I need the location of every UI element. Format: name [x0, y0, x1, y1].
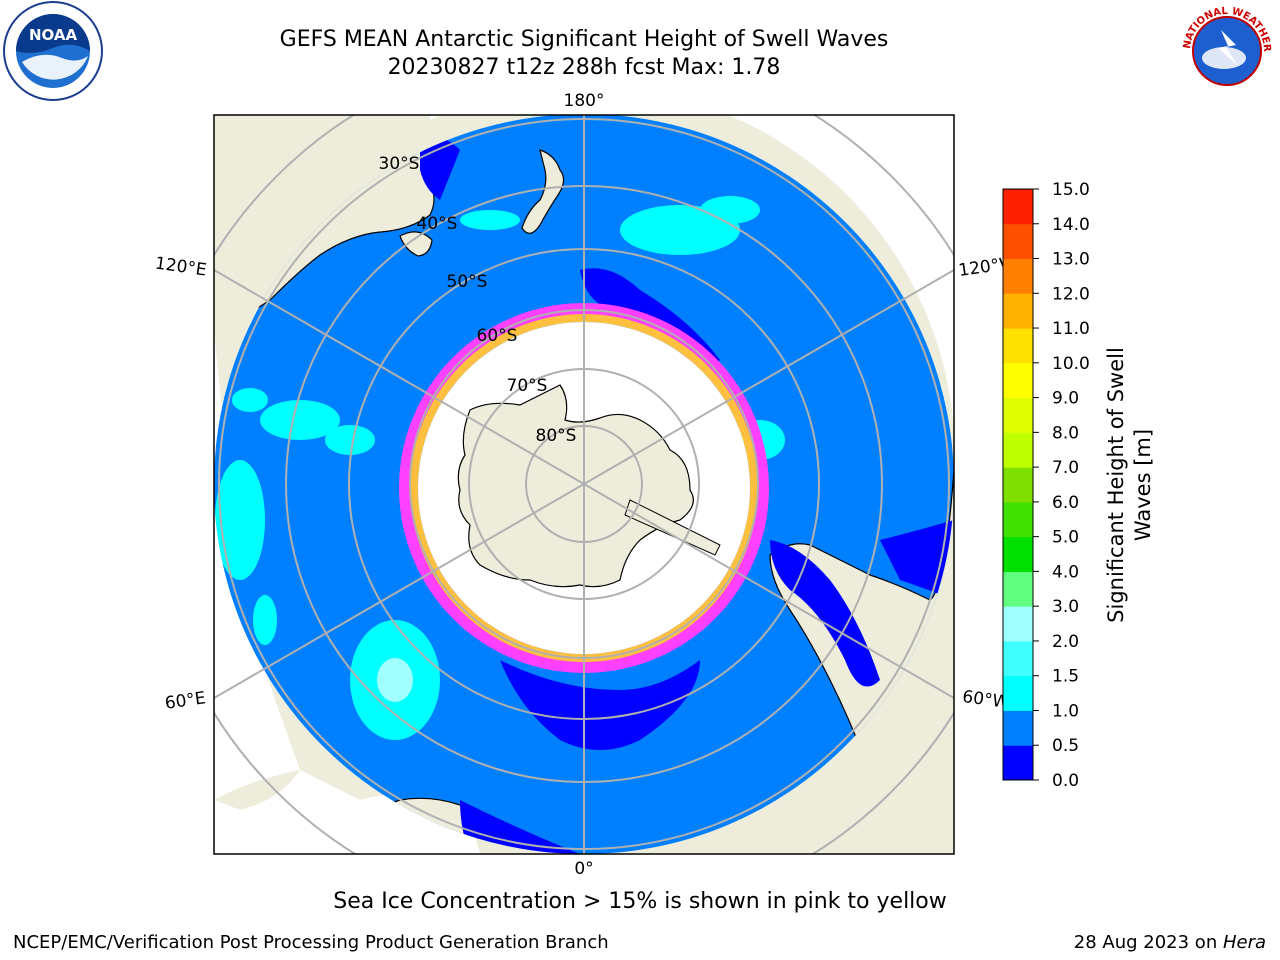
colorbar-band [1003, 536, 1033, 572]
colorbar-tick-label: 1.0 [1052, 701, 1079, 721]
colorbar-tick-label: 3.0 [1052, 597, 1079, 617]
colorbar-tick-label: 10.0 [1052, 354, 1090, 374]
nws-logo: NATIONAL WEATHER SERVICE [1176, 0, 1276, 100]
colorbar-band [1003, 745, 1033, 781]
tasmania-land [399, 231, 433, 257]
colorbar-band [1003, 189, 1033, 225]
colorbar-tick-label: 14.0 [1052, 215, 1090, 235]
colorbar-band [1003, 397, 1033, 433]
colorbar-band [1003, 293, 1033, 329]
colorbar-band [1003, 467, 1033, 503]
noaa-logo-text: NOAA [29, 26, 78, 44]
colorbar-tick-label: 0.5 [1052, 736, 1079, 756]
chart-subtitle: 20230827 t12z 288h fcst Max: 1.78 [387, 55, 781, 80]
colorbar-band [1003, 571, 1033, 607]
colorbar-tick-label: 2.0 [1052, 632, 1079, 652]
colorbar-tick-label: 13.0 [1052, 250, 1090, 270]
colorbar-label-line1: Significant Height of Swell [1104, 347, 1128, 623]
lat-label-40s: 40°S [417, 214, 458, 234]
colorbar-tick-label: 5.0 [1052, 528, 1079, 548]
colorbar-tick-label: 8.0 [1052, 423, 1079, 443]
lat-label-30s: 30°S [379, 154, 420, 174]
colorbar-band [1003, 362, 1033, 399]
footer-date: 28 Aug 2023 on Hera [1074, 932, 1266, 953]
colorbar-band [1003, 328, 1033, 364]
outside-disk-ocean [214, 115, 954, 854]
lon-label-0: 0° [574, 859, 593, 879]
colorbar-band [1003, 640, 1033, 677]
lat-label-60s: 60°S [477, 326, 518, 346]
footer-credit: NCEP/EMC/Verification Post Processing Pr… [13, 932, 609, 953]
colorbar-band [1003, 258, 1033, 294]
footer-date-text: 28 Aug 2023 on [1073, 932, 1223, 953]
colorbar-tick-label: 0.0 [1052, 771, 1079, 791]
lat-label-80s: 80°S [536, 426, 577, 446]
colorbar-tick-label: 15.0 [1052, 180, 1090, 200]
colorbar-tick-label: 7.0 [1052, 458, 1079, 478]
colorbar-frame [1002, 188, 1034, 781]
colorbar-band [1003, 675, 1033, 711]
chart-title: GEFS MEAN Antarctic Significant Height o… [279, 27, 889, 52]
colorbar-band [1003, 606, 1033, 642]
lat-label-50s: 50°S [447, 272, 488, 292]
sea-ice-note: Sea Ice Concentration > 15% is shown in … [333, 889, 947, 914]
colorbar-band [1003, 501, 1033, 538]
colorbar-tick-label: 12.0 [1052, 284, 1090, 304]
lat-label-70s: 70°S [507, 376, 548, 396]
colorbar-band [1003, 710, 1033, 746]
new-zealand-land [521, 149, 565, 234]
colorbar-tick-label: 6.0 [1052, 493, 1079, 513]
map-frame [213, 114, 955, 855]
colorbar-tick-label: 11.0 [1052, 319, 1090, 339]
footer-host: Hera [1222, 932, 1266, 953]
colorbar-tick-label: 9.0 [1052, 389, 1079, 409]
colorbar-tick-label: 4.0 [1052, 562, 1079, 582]
colorbar-band [1003, 223, 1033, 260]
colorbar-tick-label: 1.5 [1052, 667, 1079, 687]
graticule [214, 115, 954, 854]
colorbar-band [1003, 432, 1033, 468]
noaa-logo: NOAA [3, 1, 103, 101]
lon-label-180: 180° [564, 91, 605, 111]
colorbar-label-line2: Waves [m] [1131, 429, 1155, 541]
